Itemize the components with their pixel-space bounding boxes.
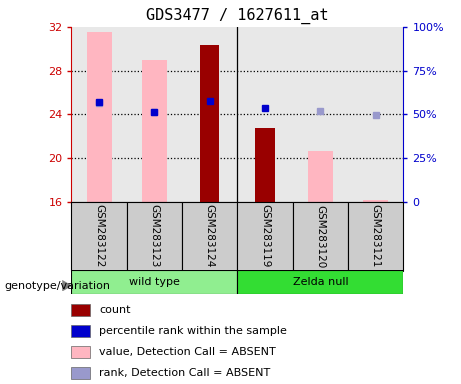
Bar [348, 202, 403, 271]
Bar [71, 325, 90, 337]
Text: GSM283123: GSM283123 [149, 204, 160, 268]
Bar [255, 128, 275, 202]
Polygon shape [62, 280, 72, 291]
Bar [237, 202, 293, 271]
Bar [71, 270, 237, 294]
Bar [87, 32, 112, 202]
Title: GDS3477 / 1627611_at: GDS3477 / 1627611_at [146, 8, 329, 24]
Text: GSM283121: GSM283121 [371, 204, 381, 268]
Text: count: count [99, 305, 130, 314]
Text: genotype/variation: genotype/variation [5, 281, 111, 291]
Text: percentile rank within the sample: percentile rank within the sample [99, 326, 287, 336]
Bar [71, 202, 127, 271]
Text: GSM283124: GSM283124 [205, 204, 215, 268]
Bar [308, 151, 333, 202]
Bar [363, 200, 388, 202]
Text: wild type: wild type [129, 277, 180, 287]
Text: GSM283122: GSM283122 [94, 204, 104, 268]
Text: value, Detection Call = ABSENT: value, Detection Call = ABSENT [99, 347, 276, 357]
Bar [182, 202, 237, 271]
Bar [71, 346, 90, 358]
Bar [293, 202, 348, 271]
Bar [127, 202, 182, 271]
Bar [200, 45, 219, 202]
Bar [71, 367, 90, 379]
Text: rank, Detection Call = ABSENT: rank, Detection Call = ABSENT [99, 368, 270, 378]
Bar [142, 60, 167, 202]
Text: GSM283119: GSM283119 [260, 204, 270, 268]
Text: GSM283120: GSM283120 [315, 205, 325, 268]
Text: Zelda null: Zelda null [293, 277, 348, 287]
Bar [237, 270, 403, 294]
Bar [71, 304, 90, 316]
